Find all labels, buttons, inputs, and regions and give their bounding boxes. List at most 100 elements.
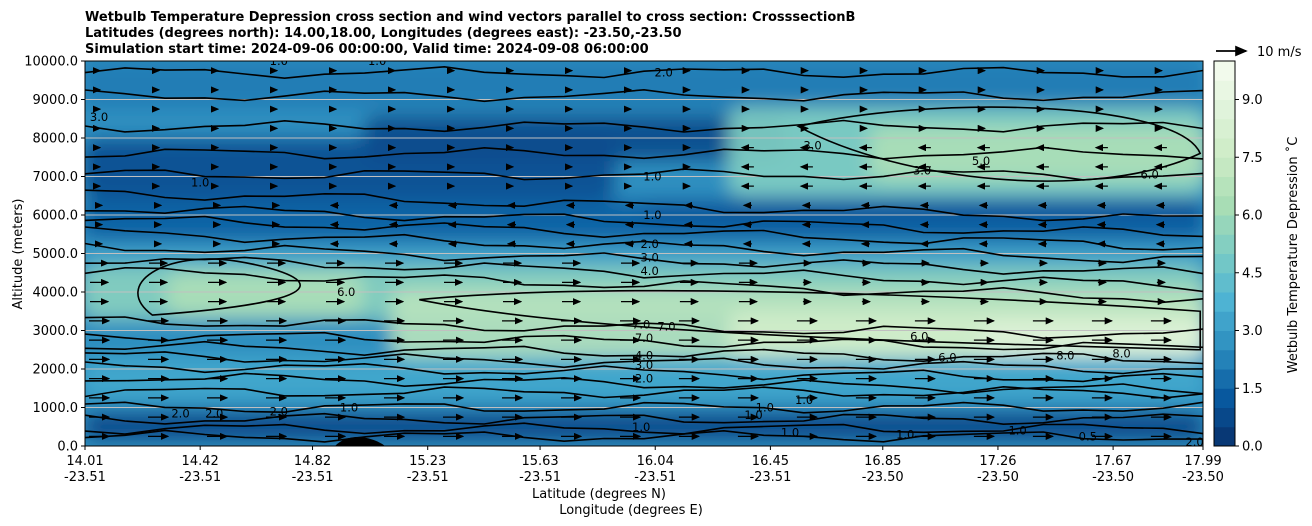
- colorbar-step-8: [1214, 272, 1235, 293]
- contour-label-15: 7.0: [632, 318, 650, 332]
- colorbar-frame: [1213, 60, 1236, 447]
- colorbar-step-3: [1214, 369, 1235, 389]
- colorbar-step-12: [1214, 195, 1235, 216]
- x-tick-lat-9: 17.67: [1095, 454, 1132, 469]
- contour-line-6: [85, 205, 1203, 238]
- y-tick-label-4: 4000.0: [33, 286, 79, 301]
- colorbar-step-11: [1214, 215, 1235, 235]
- x-tick-lon-4: -23.51: [519, 470, 561, 485]
- contour-line-15: [85, 351, 1203, 375]
- colorbar-step-2: [1214, 388, 1235, 408]
- wind-vectors: [89, 67, 1173, 440]
- x-axis-label-lat: Latitude (degrees N): [532, 487, 666, 502]
- colorbar-tick-label-3: 4.5: [1242, 266, 1263, 281]
- contour-label-9: 1.0: [643, 170, 661, 184]
- x-tick-lon-2: -23.51: [292, 470, 334, 485]
- contour-label-4: 1.0: [191, 175, 209, 189]
- contour-line-12: [85, 316, 1203, 340]
- contour-label-6: 3.0: [913, 164, 931, 178]
- quiver-key: 10 m/s: [1216, 45, 1302, 60]
- y-tick-label-7: 7000.0: [33, 170, 79, 185]
- x-tick-lat-7: 16.85: [864, 454, 901, 469]
- field-region-9: [166, 272, 364, 316]
- y-axis: 0.0 1000.0 2000.0 3000.0 4000.0 5000.0 6000.0 7…: [24, 55, 85, 455]
- contour-label-31: 1.0: [744, 408, 762, 422]
- contour-label-33: 1.0: [795, 393, 813, 407]
- colorbar-tick-label-6: 9.0: [1242, 93, 1263, 108]
- contour-label-29: 1.0: [632, 420, 650, 434]
- contour-line-1: [85, 88, 1203, 103]
- contour-label-36: 0.5: [1079, 429, 1097, 443]
- chart-title-line-1: Wetbulb Temperature Depression cross sec…: [85, 10, 855, 25]
- contour-line-8: [85, 226, 1203, 264]
- x-tick-lon-9: -23.50: [1092, 470, 1134, 485]
- contour-lines: [85, 65, 1203, 443]
- y-tick-label-3: 3000.0: [33, 324, 79, 339]
- contour-label-26: 2.0: [205, 406, 223, 420]
- contour-line-0: [85, 65, 1203, 80]
- x-tick-lat-5: 16.04: [637, 454, 674, 469]
- colorbar-step-15: [1214, 138, 1235, 158]
- y-tick-label-5: 5000.0: [33, 247, 79, 262]
- y-tick-label-10: 10000.0: [24, 55, 78, 70]
- contour-line-11: [85, 266, 1203, 304]
- contour-label-0: 2.0: [655, 66, 673, 80]
- colorbar-tick-label-5: 7.5: [1242, 151, 1263, 166]
- y-tick-label-8: 8000.0: [33, 132, 79, 147]
- contour-line-21: [85, 422, 1203, 435]
- x-tick-lon-0: -23.51: [64, 470, 106, 485]
- contour-line-14: [85, 340, 1203, 365]
- colorbar-tick-label-1: 1.5: [1242, 382, 1263, 397]
- colorbar-step-7: [1214, 292, 1235, 312]
- contour-label-14: 6.0: [337, 285, 355, 299]
- colorbar-step-19: [1214, 61, 1235, 81]
- terrain-mask: [335, 436, 385, 446]
- x-tick-lat-0: 14.01: [66, 454, 103, 469]
- contour-label-8: 6.0: [1140, 168, 1158, 182]
- colorbar-step-1: [1214, 407, 1235, 428]
- quiver-key-label: 10 m/s: [1257, 45, 1302, 60]
- colorbar-step-0: [1214, 426, 1235, 447]
- contour-line-17: [85, 372, 1203, 395]
- x-axis-label-lon: Longitude (degrees E): [559, 503, 703, 518]
- contour-closed-left: [137, 258, 301, 316]
- contour-label-20: 8.0: [1056, 349, 1074, 363]
- colorbar-step-6: [1214, 311, 1235, 331]
- x-tick-lat-4: 15.63: [521, 454, 558, 469]
- colorbar-tick-label-4: 6.0: [1242, 209, 1263, 224]
- x-tick-lat-2: 14.82: [294, 454, 331, 469]
- x-tick-lat-3: 15.23: [409, 454, 446, 469]
- contour-label-5: 3.0: [803, 139, 821, 153]
- contour-label-21: 8.0: [1112, 347, 1130, 361]
- y-tick-label-6: 6000.0: [33, 209, 79, 224]
- contour-label-37: 2.0: [1185, 435, 1203, 449]
- contour-label-11: 2.0: [640, 237, 658, 251]
- x-tick-lat-8: 17.26: [979, 454, 1016, 469]
- colorbar-label: Wetbulb Temperature Depression ˚C: [1285, 137, 1301, 374]
- contour-label-32: 1.0: [781, 426, 799, 440]
- colorbar-step-14: [1214, 157, 1235, 177]
- contour-label-16: 7.0: [657, 320, 675, 334]
- x-tick-lon-3: -23.51: [407, 470, 449, 485]
- contour-line-16: [85, 361, 1203, 383]
- field-region-7: [868, 126, 1203, 181]
- y-tick-label-1: 1000.0: [33, 401, 79, 416]
- colorbar-step-4: [1214, 349, 1235, 370]
- contour-line-22: [85, 429, 1203, 443]
- field-region-5: [644, 199, 1203, 223]
- y-axis-label: Altitude (meters): [11, 199, 26, 310]
- x-tick-lon-7: -23.50: [862, 470, 904, 485]
- contour-label-25: 2.0: [171, 406, 189, 420]
- contour-label-2: 1.0: [368, 54, 386, 68]
- colorbar-tick-label-2: 3.0: [1242, 324, 1263, 339]
- colorbar-step-9: [1214, 253, 1235, 274]
- contour-label-10: 1.0: [643, 208, 661, 222]
- colorbar-step-17: [1214, 99, 1235, 120]
- plot-area: 2.01.0 1.03.01.03.03.05.06.01.01.02.03.04…: [85, 54, 1203, 449]
- x-tick-lat-1: 14.42: [182, 454, 219, 469]
- contour-line-3: [85, 146, 1203, 160]
- y-tick-label-0: 0.0: [57, 440, 78, 455]
- contour-label-35: 1.0: [1008, 424, 1026, 438]
